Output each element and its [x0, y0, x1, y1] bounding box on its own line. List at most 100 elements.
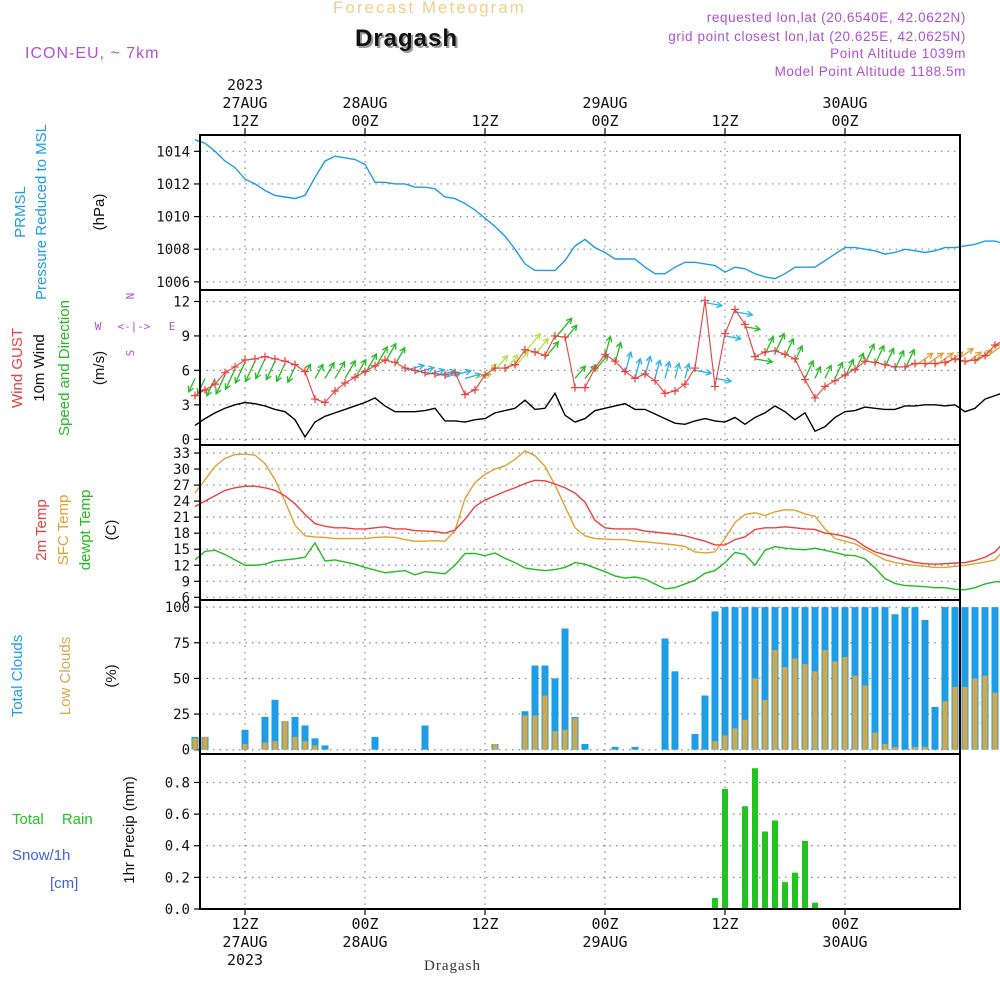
time-label-top: 12Z — [711, 112, 738, 130]
y-tick-label: 21 — [173, 510, 190, 526]
gust-marker — [231, 362, 239, 371]
total-cloud-bar — [701, 695, 709, 750]
gust-marker — [491, 364, 499, 373]
model-altitude: Model Point Altitude 1188.5m — [774, 64, 966, 79]
low-cloud-bar — [882, 744, 888, 750]
y-tick-label: 6 — [182, 590, 190, 606]
total-clouds-label: Total Clouds — [9, 635, 26, 718]
y-tick-label: 0.8 — [165, 775, 190, 791]
clouds-unit: (%) — [103, 664, 120, 687]
wind-arrow — [754, 358, 773, 363]
gust-marker — [651, 376, 659, 385]
total-cloud-bar — [921, 619, 929, 750]
wind-arrow — [804, 360, 814, 379]
gust-marker — [441, 370, 449, 379]
wind-arrow-head — [534, 332, 542, 340]
wind-arrow-head — [317, 363, 324, 371]
wind-arrow-head — [370, 352, 378, 361]
gust-marker — [361, 367, 369, 376]
wind-arrow — [225, 368, 236, 390]
sfc-temp-series-line — [194, 450, 1000, 569]
wind-arrow-head — [946, 352, 955, 359]
total-cloud-bar — [241, 729, 249, 750]
total-cloud-bar — [881, 607, 889, 750]
gust-marker — [561, 333, 569, 342]
time-label-top: 2023 — [227, 76, 263, 94]
time-label-top: 12Z — [231, 112, 258, 130]
low-cloud-bar — [812, 671, 818, 750]
low-cloud-bar — [792, 658, 798, 750]
wind-arrow-head — [966, 347, 975, 355]
compass-s: S — [124, 350, 137, 357]
wind-arrow — [554, 317, 573, 339]
y-tick-label: 1014 — [156, 144, 190, 160]
wind-arrow — [384, 343, 397, 363]
y-tick-label: 6 — [182, 363, 190, 379]
y-tick-label: 33 — [173, 446, 190, 462]
gust-marker — [191, 391, 199, 400]
low-cloud-bar — [192, 738, 198, 750]
gust-marker — [691, 364, 699, 373]
low-cloud-bar — [802, 664, 808, 750]
total-cloud-bar — [291, 716, 299, 750]
total-cloud-bar — [761, 607, 769, 750]
wind-arrow-head — [888, 347, 895, 355]
gust-marker — [211, 380, 219, 389]
total-cloud-bar — [961, 607, 969, 750]
gust-marker — [641, 369, 649, 378]
wind-arrow-head — [858, 352, 865, 360]
rain-bar — [742, 806, 748, 909]
y-tick-label: 75 — [173, 636, 190, 652]
gust-marker — [251, 354, 259, 363]
gust-marker — [601, 350, 609, 359]
y-tick-label: 0.2 — [165, 870, 190, 886]
total-cloud-bar — [301, 725, 309, 750]
gust-marker — [771, 346, 779, 355]
low-cloud-bar — [872, 732, 878, 750]
time-label-top: 27AUG — [222, 94, 267, 112]
total-cloud-bar — [581, 744, 589, 750]
wind-arrow — [255, 358, 266, 379]
gust-marker — [381, 356, 389, 365]
rain-bars — [712, 768, 818, 909]
wind-arrow — [744, 326, 761, 331]
time-label-top: 30AUG — [822, 94, 867, 112]
y-tick-label: 12 — [173, 294, 190, 310]
gust-marker — [781, 350, 789, 359]
total-cloud-bar — [321, 745, 329, 750]
gust-marker — [571, 383, 579, 392]
gust-marker — [671, 387, 679, 396]
wind-arrow — [276, 363, 286, 382]
time-label-bottom: 12Z — [231, 915, 258, 933]
gust-marker — [401, 364, 409, 373]
low-cloud-bar — [282, 721, 288, 750]
time-label-top: 12Z — [471, 112, 498, 130]
wind-arrow-head — [542, 337, 549, 345]
total-cloud-bar — [721, 607, 729, 750]
wind-arrow — [684, 363, 690, 379]
rain-bar — [722, 788, 728, 909]
y-tick-label: 1010 — [156, 210, 190, 226]
time-label-bottom: 29AUG — [582, 933, 627, 951]
wind-arrow-head — [349, 359, 356, 367]
gust-marker — [811, 393, 819, 402]
wind-direction-arrows — [187, 301, 1000, 398]
gust-marker — [701, 296, 709, 305]
wind-arrow-head — [725, 377, 733, 384]
wind-arrow — [197, 378, 206, 395]
gust-marker — [881, 360, 889, 369]
sfc-temp-label: SFC Temp — [55, 495, 72, 566]
wind-arrow — [524, 333, 541, 353]
gust-marker — [431, 369, 439, 378]
wind-arrow-head — [684, 362, 691, 370]
rain-label: Total Rain — [12, 811, 93, 828]
total-cloud-bar — [731, 607, 739, 750]
wind-label: 10m Wind — [31, 334, 48, 402]
wind-arrow-head — [788, 337, 795, 345]
low-cloud-bar — [242, 744, 248, 750]
y-tick-label: 1006 — [156, 275, 190, 291]
low-cloud-bar — [762, 699, 768, 750]
wind-arrow-head — [512, 354, 519, 362]
time-label-bottom: 00Z — [831, 915, 858, 933]
wind-arrow-head — [571, 324, 578, 332]
